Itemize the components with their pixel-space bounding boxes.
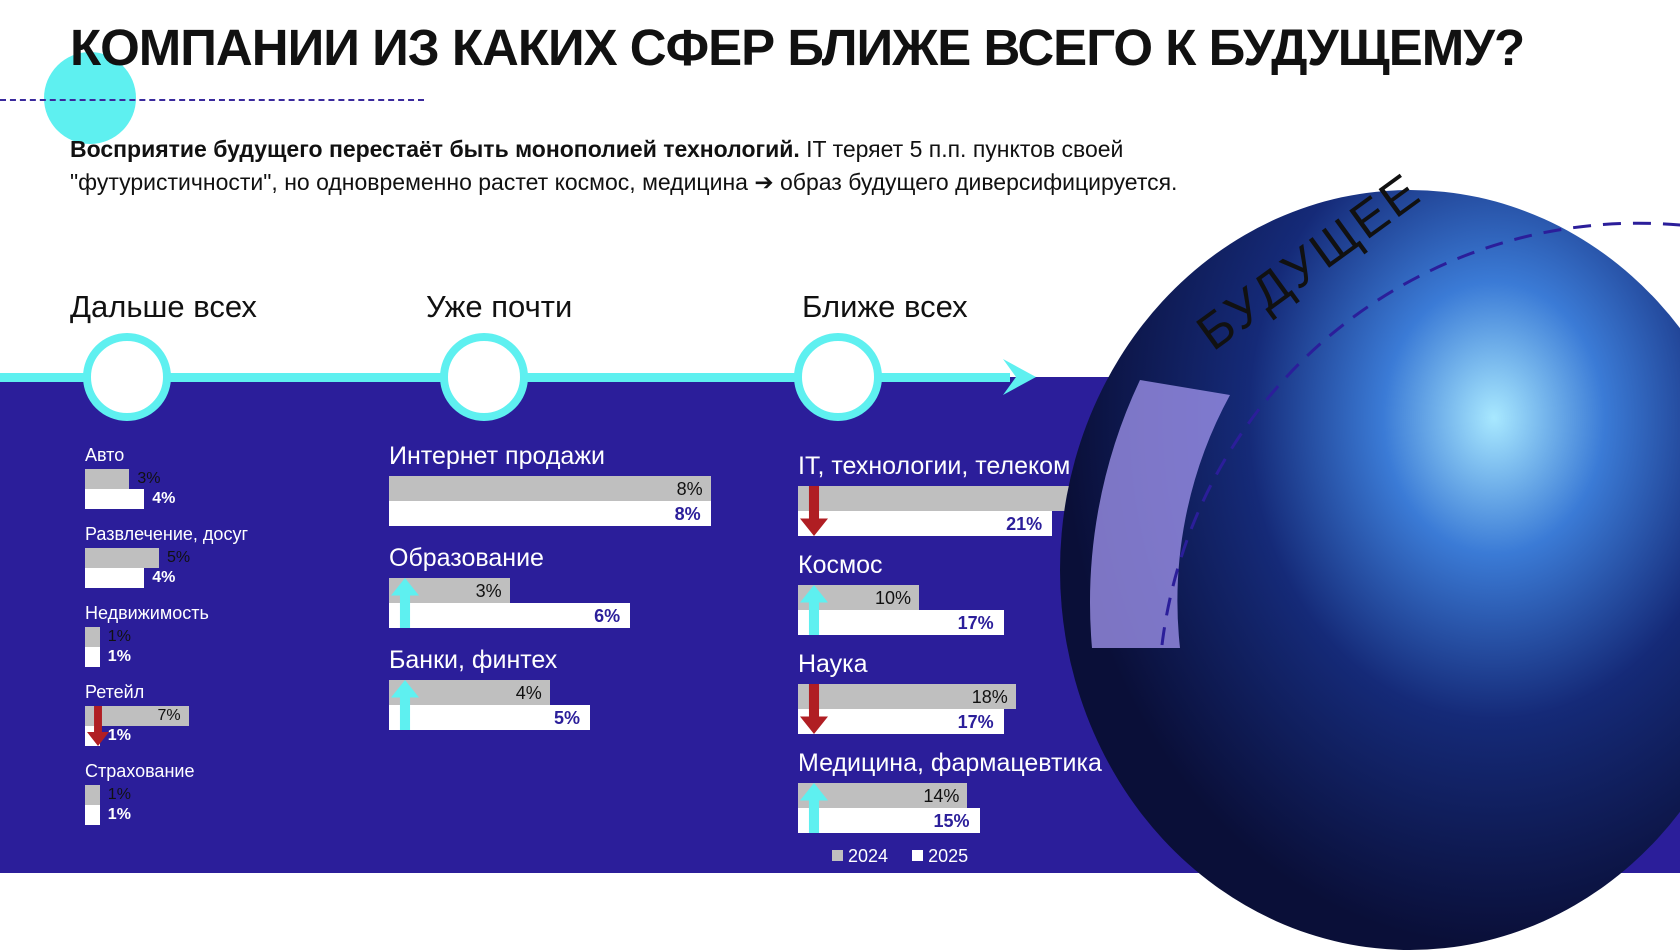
- trend-down-arrow-icon: [87, 706, 109, 746]
- value-label-2025: 4%: [152, 569, 176, 586]
- bar-2025: [798, 808, 980, 833]
- future-dashed-arc: [1160, 221, 1680, 646]
- category-label: Интернет продажи: [389, 442, 606, 470]
- value-label-2024: 1%: [107, 786, 131, 803]
- subtitle-rest: IT теряет 5 п.п. пунктов своей "футурист…: [70, 136, 1178, 195]
- value-label-2024: 3%: [475, 580, 502, 601]
- stage-label-closest: Ближе всех: [802, 289, 968, 324]
- bar-2024: [85, 785, 100, 805]
- trend-down-arrow-icon: [800, 684, 828, 734]
- value-label-2024: 5%: [167, 549, 191, 566]
- value-label-2025: 5%: [553, 707, 580, 728]
- value-label-2024: 18%: [971, 686, 1008, 707]
- bar-2025: [85, 647, 100, 667]
- decorative-circle: [44, 52, 136, 144]
- value-label-2024: 4%: [515, 682, 542, 703]
- value-label-2024: 1%: [107, 628, 131, 645]
- category-label: Развлечение, досуг: [85, 524, 249, 544]
- subtitle-bold: Восприятие будущего перестаёт быть моноп…: [70, 136, 800, 162]
- legend-label-2025: 2025: [928, 846, 969, 866]
- category-label: Медицина, фармацевтика: [798, 749, 1102, 777]
- value-label-2024: 14%: [923, 785, 960, 806]
- page-title: КОМПАНИИ ИЗ КАКИХ СФЕР БЛИЖЕ ВСЕГО К БУД…: [70, 19, 1525, 76]
- bar-2025: [85, 489, 145, 509]
- category-label: Образование: [389, 544, 544, 572]
- value-label-2025: 1%: [107, 648, 131, 665]
- bar-2024: [85, 627, 100, 647]
- timeline-node-far: [83, 333, 171, 421]
- value-label-2024: 10%: [874, 587, 911, 608]
- value-label-2025: 21%: [1006, 513, 1043, 534]
- stage-label-far: Дальше всех: [70, 289, 257, 324]
- stage-label-almost: Уже почти: [426, 289, 573, 324]
- decorative-dashed-line: [0, 99, 424, 101]
- bar-2024: [85, 706, 189, 726]
- bar-2025: [798, 709, 1004, 734]
- value-label-2025: 6%: [594, 605, 621, 626]
- chart-legend: 2024 2025: [832, 846, 968, 867]
- bar-2025: [389, 501, 711, 526]
- timeline-arrowhead: [1003, 359, 1036, 395]
- bar-2024: [85, 548, 159, 568]
- bar-2025: [798, 511, 1053, 536]
- category-label: Космос: [798, 551, 883, 579]
- legend-swatch-2025: [912, 850, 924, 861]
- category-label: Авто: [85, 445, 125, 465]
- future-arc-band: [1090, 380, 1230, 648]
- value-label-2024: 8%: [676, 478, 703, 499]
- value-label-2025: 1%: [107, 727, 131, 744]
- category-label: Недвижимость: [85, 603, 209, 623]
- category-label: Страхование: [85, 761, 195, 781]
- trend-up-arrow-icon: [800, 783, 828, 833]
- trend-up-arrow-icon: [391, 680, 419, 730]
- timeline-overlay: БУДУЩЕЕ: [0, 162, 1680, 648]
- category-label: Банки, финтех: [389, 646, 558, 674]
- trend-down-arrow-icon: [800, 486, 828, 536]
- bar-2024: [389, 680, 550, 705]
- bar-2025: [85, 568, 145, 588]
- trend-up-arrow-icon: [800, 585, 828, 635]
- value-label-2025: 17%: [957, 711, 994, 732]
- value-label-2025: 1%: [107, 806, 131, 823]
- legend-swatch-2024: [832, 850, 843, 861]
- timeline-node-closest: [794, 333, 882, 421]
- bar-2025: [798, 610, 1004, 635]
- value-label-2025: 4%: [152, 490, 176, 507]
- value-label-2025: 17%: [957, 612, 994, 633]
- value-label-2025: 8%: [674, 503, 701, 524]
- timeline-node-almost: [440, 333, 528, 421]
- category-label: Наука: [798, 650, 868, 678]
- bar-2024: [798, 486, 1113, 511]
- value-label-2025: 15%: [933, 810, 970, 831]
- page-subtitle: Восприятие будущего перестаёт быть моноп…: [70, 133, 1240, 199]
- trend-up-arrow-icon: [391, 578, 419, 628]
- bar-2024: [798, 684, 1016, 709]
- bar-2025: [85, 805, 100, 825]
- bar-2024: [85, 469, 130, 489]
- category-label: IT, технологии, телеком: [798, 452, 1071, 480]
- legend-label-2024: 2024: [848, 846, 889, 866]
- category-label: Ретейл: [85, 682, 145, 702]
- bar-2025: [389, 705, 590, 730]
- bar-2024: [389, 476, 711, 501]
- value-label-2024: 7%: [157, 707, 181, 724]
- bar-2024: [798, 783, 968, 808]
- bar-2025: [389, 603, 631, 628]
- value-label-2024: 3%: [137, 470, 161, 487]
